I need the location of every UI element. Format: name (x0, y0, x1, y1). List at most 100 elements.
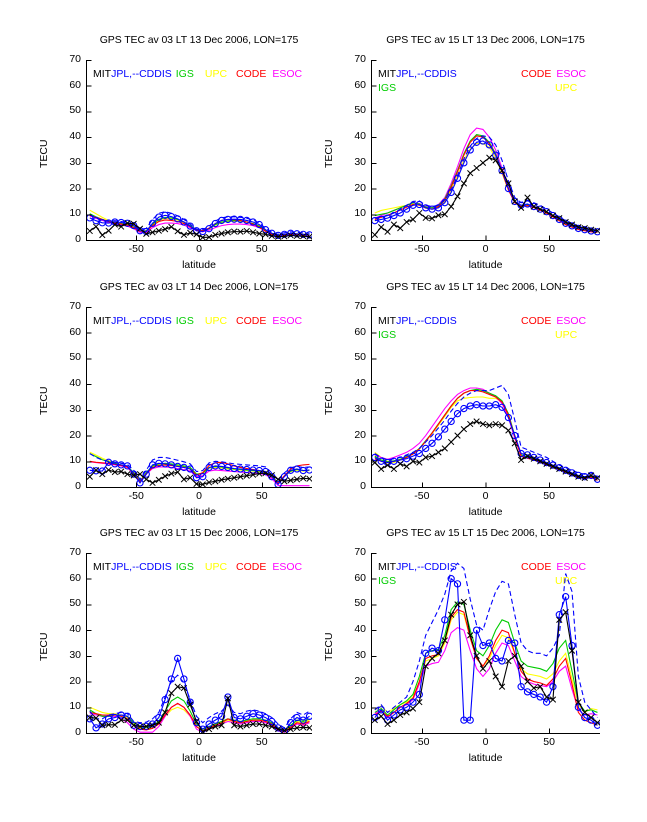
y-tick-label: 0 (360, 233, 366, 245)
x-tick-label: 50 (543, 243, 555, 255)
x-tick-label: -50 (128, 736, 144, 748)
legend-item-cddis: ,--CDDIS (414, 315, 457, 327)
legend-group-right: CODE ESOC (521, 561, 586, 573)
x-axis-label: latitude (468, 506, 503, 518)
legend-item-code: CODE (521, 315, 552, 327)
legend-row: MITJPL,--CDDIS CODE ESOC (378, 315, 597, 329)
y-tick-label: 20 (69, 428, 81, 441)
y-axis-label: TECU (323, 632, 335, 661)
legend-item-esoc: ESOC (272, 68, 303, 80)
legend: MITJPL,--CDDIS CODE ESOC IGS UPC (378, 68, 597, 96)
x-tick-label: 50 (543, 736, 555, 748)
y-tick-label: 30 (354, 648, 366, 661)
y-tick-label: 70 (354, 300, 366, 312)
panel-title: GPS TEC av 03 LT 13 Dec 2006, LON=175 (99, 34, 299, 46)
y-tick-label: 60 (69, 325, 81, 338)
legend-item-cddis: ,--CDDIS (129, 315, 172, 327)
y-tick-label: 50 (69, 597, 81, 610)
panel-p2: GPS TEC av 15 LT 13 Dec 2006, LON=175 0 10… (311, 34, 610, 276)
x-tick-label: 50 (255, 490, 268, 502)
panel-title: GPS TEC av 03 LT 14 Dec 2006, LON=175 (99, 281, 299, 293)
legend-item-code: CODE (236, 315, 267, 327)
legend-item-code: CODE (521, 561, 552, 573)
legend-item-cddis: ,--CDDIS (414, 561, 457, 573)
y-tick-label: 40 (69, 130, 81, 143)
y-tick-label: 50 (69, 351, 81, 364)
y-tick-label: 60 (354, 571, 366, 584)
legend-item-mit: MIT (378, 68, 397, 80)
legend-item-jpl: JPL (111, 561, 130, 573)
legend-item-igs: IGS (378, 575, 397, 587)
panel-p1: GPS TEC av 03 LT 13 Dec 2006, LON=175 0 10… (26, 34, 322, 276)
legend-item-upc: UPC (555, 329, 578, 341)
y-tick-label: 0 (360, 726, 366, 738)
y-tick-label: 50 (354, 597, 366, 610)
x-tick-label: 0 (482, 736, 489, 748)
y-tick-label: 70 (354, 53, 366, 65)
y-tick-label: 50 (354, 351, 366, 364)
legend-item-mit: MIT (378, 315, 397, 327)
x-tick-label: -50 (128, 490, 144, 502)
panel-title: GPS TEC av 15 LT 14 Dec 2006, LON=175 (386, 281, 585, 293)
x-axis-label: latitude (182, 506, 216, 518)
y-tick-label: 30 (69, 648, 81, 661)
x-tick-label: -50 (128, 243, 144, 255)
panel-title: GPS TEC av 15 LT 13 Dec 2006, LON=175 (386, 34, 585, 46)
y-tick-label: 10 (354, 207, 366, 220)
y-tick-label: 0 (75, 480, 81, 492)
panel-title: GPS TEC av 15 LT 15 Dec 2006, LON=175 (386, 527, 585, 539)
y-tick-label: 10 (69, 454, 81, 467)
legend-group-left: MITJPL,--CDDIS (378, 315, 457, 327)
legend-item-jpl: JPL (396, 315, 415, 327)
y-tick-label: 70 (354, 546, 366, 558)
legend: MITJPL,--CDDIS CODE ESOC IGS UPC (378, 315, 597, 343)
x-axis-label: latitude (182, 752, 216, 764)
legend-item-upc: UPC (555, 575, 578, 587)
panel-p3: GPS TEC av 03 LT 14 Dec 2006, LON=175 0 10… (26, 281, 322, 523)
x-tick-label: 0 (482, 243, 489, 255)
legend-group-left: MITJPL,--CDDIS (378, 561, 457, 573)
y-tick-label: 50 (69, 104, 81, 117)
legend-row: MITJPL,--CDDIS IGS UPC CODE ESOC (93, 68, 309, 80)
y-axis-label: TECU (38, 632, 50, 661)
y-tick-label: 70 (69, 546, 81, 558)
legend-row: IGS UPC (378, 575, 597, 589)
legend-row: MITJPL,--CDDIS CODE ESOC (378, 68, 597, 82)
y-tick-label: 0 (75, 233, 81, 245)
y-tick-label: 20 (354, 674, 366, 687)
legend-item-jpl: JPL (111, 315, 130, 327)
legend-item-esoc: ESOC (556, 68, 587, 80)
legend-item-mit: MIT (93, 315, 112, 327)
y-axis-label: TECU (38, 139, 50, 168)
y-tick-label: 60 (69, 78, 81, 91)
x-tick-label: 0 (196, 243, 202, 255)
legend-group-right: CODE ESOC (521, 68, 586, 80)
legend-row: IGS UPC (378, 329, 597, 343)
y-axis-label: TECU (323, 139, 335, 168)
legend-item-code: CODE (521, 68, 552, 80)
y-tick-label: 10 (69, 207, 81, 220)
legend-item-esoc: ESOC (272, 315, 303, 327)
legend-item-jpl: JPL (396, 68, 415, 80)
panel-p6: GPS TEC av 15 LT 15 Dec 2006, LON=175 0 10… (311, 527, 610, 769)
legend-item-jpl: JPL (111, 68, 130, 80)
y-tick-label: 40 (354, 623, 366, 636)
legend: MITJPL,--CDDIS IGS UPC CODE ESOC (93, 68, 309, 80)
x-tick-label: 50 (255, 736, 268, 748)
legend-row: MITJPL,--CDDIS IGS UPC CODE ESOC (93, 315, 309, 327)
x-tick-label: -50 (414, 736, 430, 748)
legend-item-mit: MIT (378, 561, 397, 573)
x-tick-label: 0 (196, 490, 202, 502)
legend-row: IGS UPC (378, 82, 597, 96)
y-tick-label: 70 (69, 300, 81, 312)
x-tick-label: 50 (543, 490, 555, 502)
y-tick-label: 70 (69, 53, 81, 65)
y-tick-label: 40 (69, 377, 81, 390)
y-tick-label: 60 (69, 571, 81, 584)
y-tick-label: 40 (354, 130, 366, 143)
y-tick-label: 10 (354, 454, 366, 467)
legend-row: MITJPL,--CDDIS IGS UPC CODE ESOC (93, 561, 309, 573)
x-axis-label: latitude (182, 259, 216, 271)
legend-item-cddis: ,--CDDIS (129, 68, 172, 80)
y-tick-label: 60 (354, 78, 366, 91)
